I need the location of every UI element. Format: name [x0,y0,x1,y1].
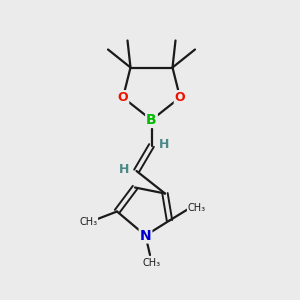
Text: N: N [140,229,151,242]
Text: CH₃: CH₃ [80,217,98,227]
Text: O: O [175,91,185,104]
Text: CH₃: CH₃ [142,258,160,268]
Text: CH₃: CH₃ [188,202,206,213]
Text: B: B [146,113,157,127]
Text: H: H [159,137,169,151]
Text: H: H [119,163,129,176]
Text: O: O [118,91,128,104]
